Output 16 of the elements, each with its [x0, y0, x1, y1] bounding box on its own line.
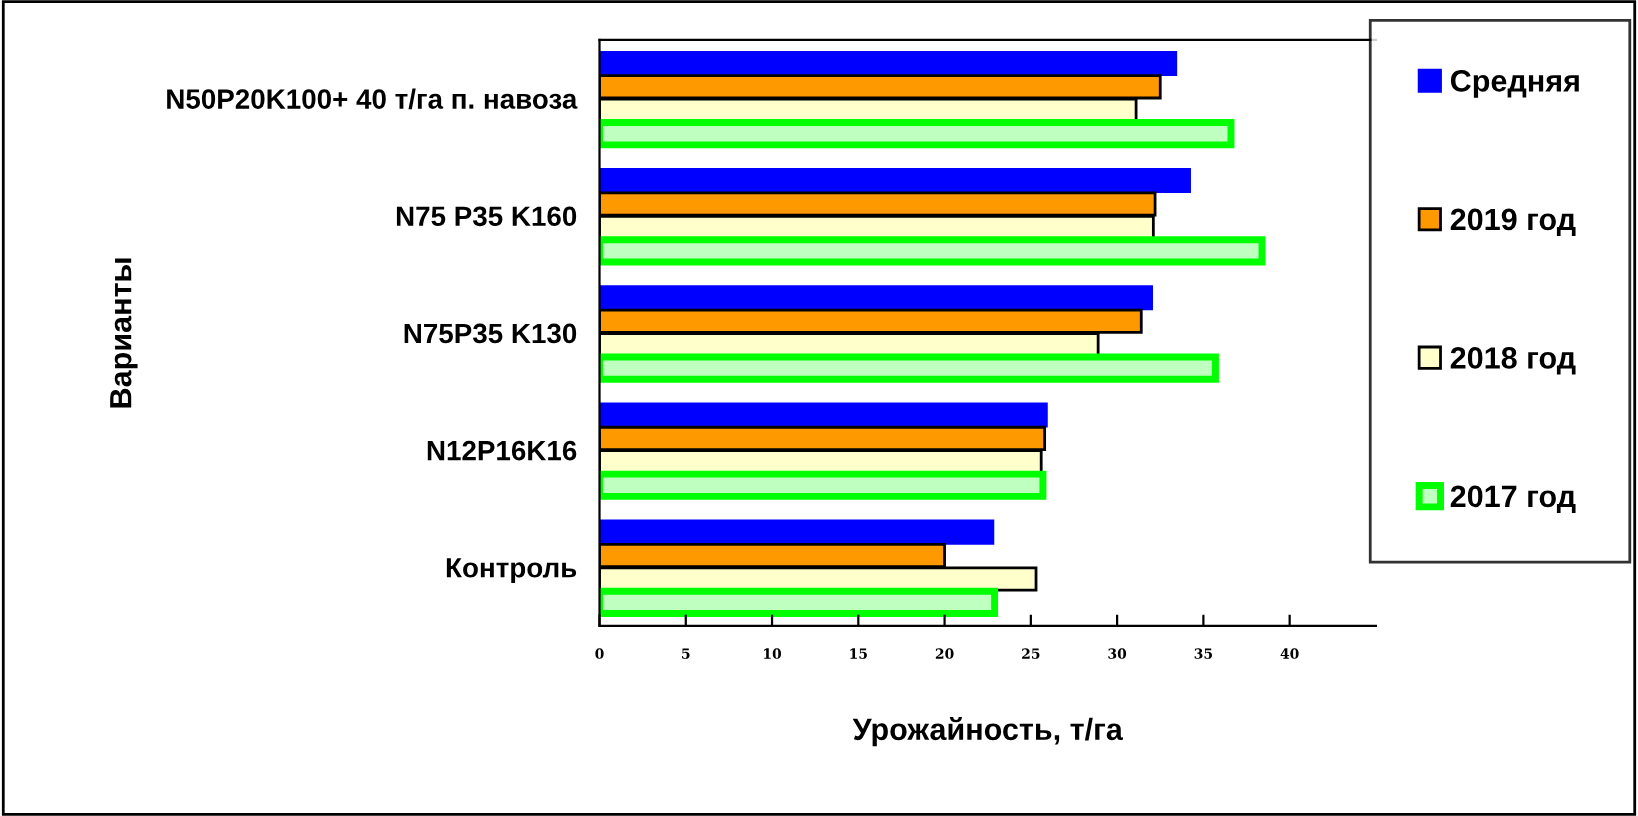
y-tick-label: N75 P35 K160	[396, 206, 577, 227]
bar	[599, 50, 1178, 76]
legend-label: 2018 год	[1450, 347, 1576, 375]
bar	[599, 519, 995, 545]
y-axis-title: Варианты	[110, 258, 138, 408]
x-axis-title: Урожайность, т/га	[852, 717, 1124, 747]
bar	[599, 285, 1154, 311]
bar	[599, 402, 1048, 428]
y-tick-label: Контроль	[446, 558, 577, 584]
y-tick-label: N50P20K100+ 40 т/га п. навоза	[167, 88, 578, 110]
legend-label: 2017 год	[1450, 485, 1576, 513]
bar	[599, 168, 1191, 194]
y-tick-label: N75P35 K130	[404, 323, 577, 344]
legend-label: 2019 год	[1450, 208, 1576, 236]
legend-label: Средняя	[1450, 70, 1579, 98]
y-tick-label: N12P16K16	[427, 440, 577, 461]
